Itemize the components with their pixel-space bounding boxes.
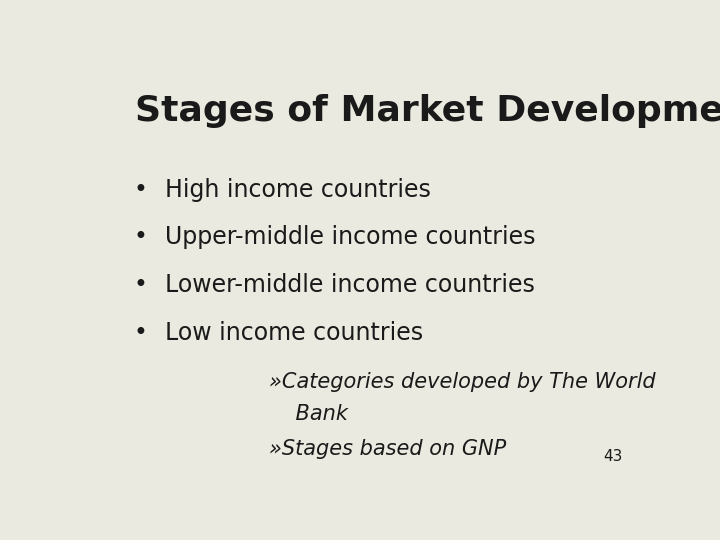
Text: •: • [133, 178, 147, 201]
Text: High income countries: High income countries [166, 178, 431, 201]
Text: •: • [133, 321, 147, 345]
Text: 43: 43 [603, 449, 623, 464]
Text: Lower-middle income countries: Lower-middle income countries [166, 273, 535, 297]
Text: Bank: Bank [269, 404, 348, 424]
Text: Upper-middle income countries: Upper-middle income countries [166, 225, 536, 249]
Text: Stages of Market Development: Stages of Market Development [135, 94, 720, 128]
Text: •: • [133, 273, 147, 297]
Text: Low income countries: Low income countries [166, 321, 423, 345]
Text: •: • [133, 225, 147, 249]
Text: »Categories developed by The World: »Categories developed by The World [269, 373, 655, 393]
Text: »Stages based on GNP: »Stages based on GNP [269, 439, 506, 459]
